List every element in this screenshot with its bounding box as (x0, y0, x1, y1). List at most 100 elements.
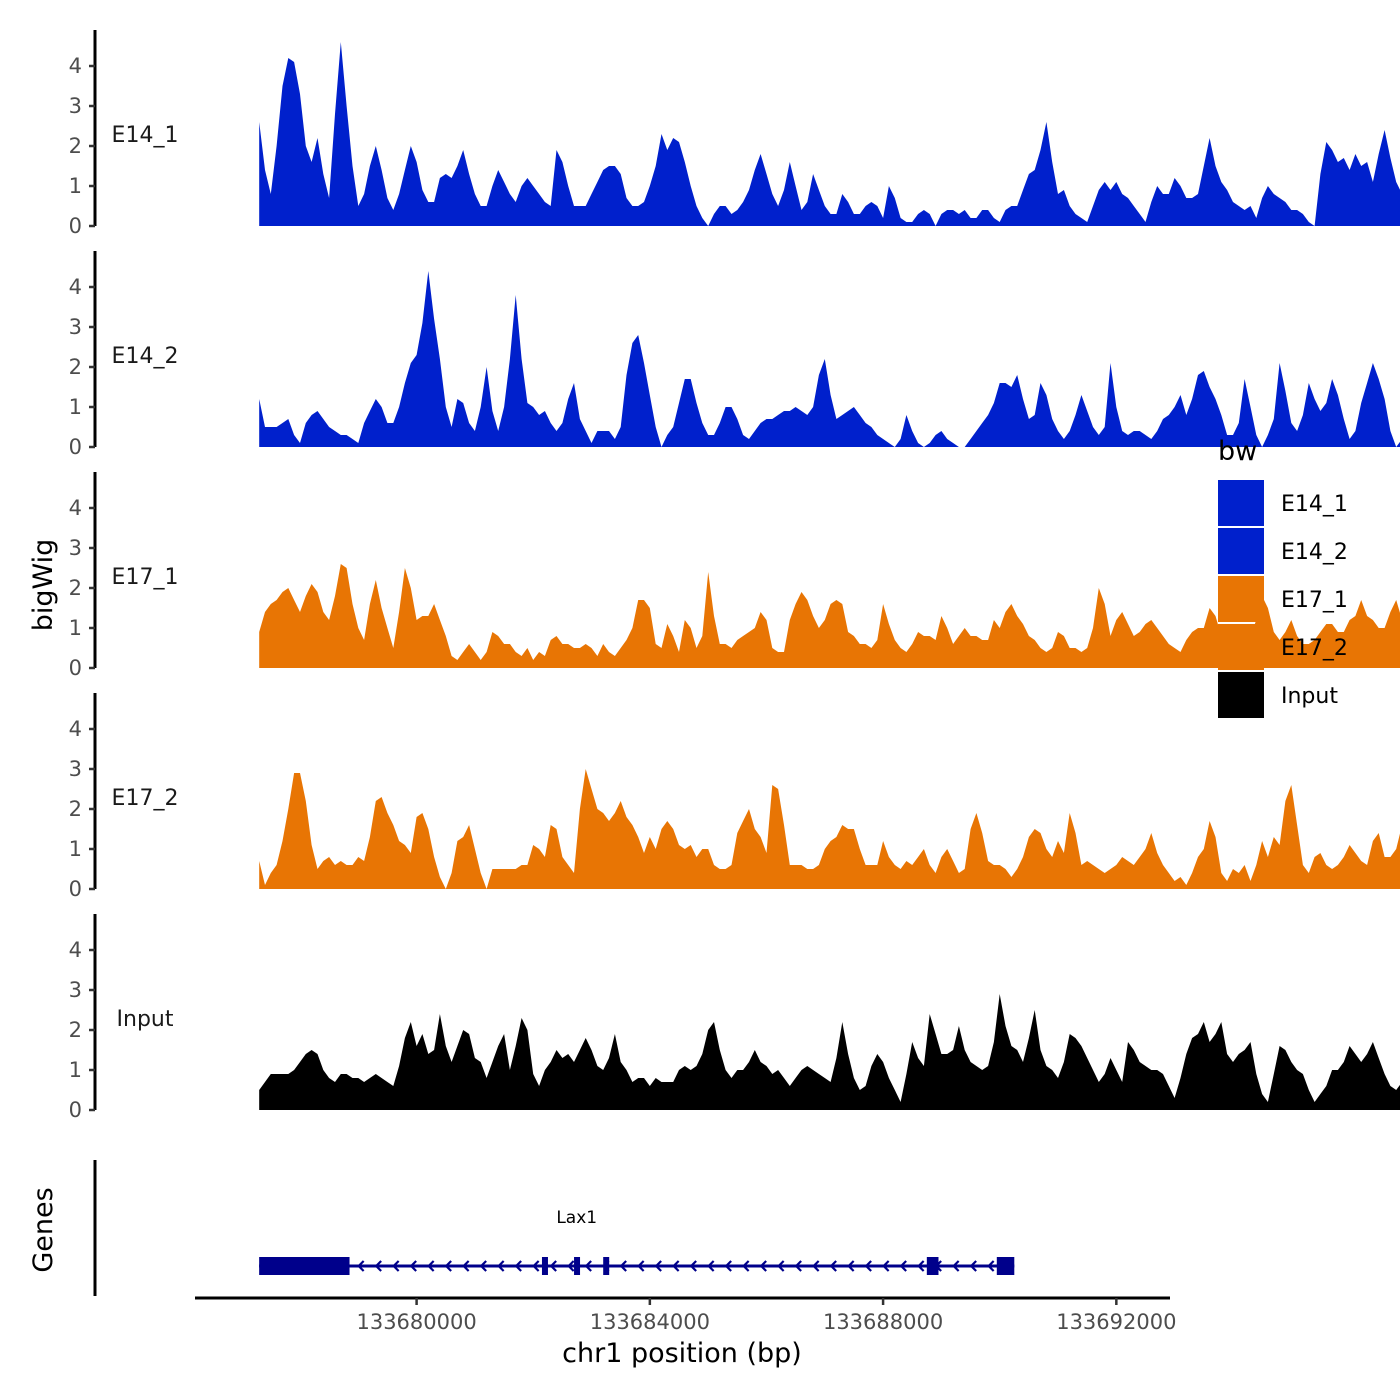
x-tick-label: 133692000 (1056, 1310, 1176, 1334)
strand-arrow (392, 1260, 400, 1272)
track-label: E14_2 (112, 344, 179, 369)
strand-arrow (777, 1260, 785, 1272)
strand-arrow (724, 1260, 732, 1272)
strand-arrow (794, 1260, 802, 1272)
signal-area (259, 564, 1400, 668)
legend-swatch (1218, 576, 1264, 622)
strand-arrow (444, 1260, 452, 1272)
gene-label: Lax1 (556, 1208, 597, 1228)
strand-arrow (759, 1260, 767, 1272)
x-axis: 133680000 133684000 133688000 133692000 (195, 1296, 1176, 1334)
x-tick-label: 133684000 (590, 1310, 710, 1334)
y-tick-label: 0 (69, 1098, 82, 1122)
y-tick-label: 0 (69, 214, 82, 238)
legend-label: Input (1281, 684, 1338, 709)
strand-arrow (812, 1260, 820, 1272)
signal-area (259, 42, 1400, 226)
legend-label: E17_2 (1281, 636, 1348, 661)
y-tick-label: 2 (69, 797, 82, 821)
track-e14-1: 0 1 2 3 4 E14_1 (69, 30, 1400, 238)
strand-arrow (969, 1260, 977, 1272)
strand-arrow (409, 1260, 417, 1272)
y-tick-label: 2 (69, 1018, 82, 1042)
track-label: Input (117, 1007, 174, 1032)
y-tick-label: 1 (69, 616, 82, 640)
y-tick-label: 4 (69, 938, 82, 962)
x-axis-title: chr1 position (bp) (562, 1338, 802, 1369)
track-e17-1: 0 1 2 3 4 E17_1 (69, 472, 1400, 680)
legend-swatch (1218, 528, 1264, 574)
legend-label: E14_2 (1281, 540, 1348, 565)
y-tick-label: 1 (69, 395, 82, 419)
strand-arrow (357, 1260, 365, 1272)
strand-arrow (514, 1260, 522, 1272)
gene-exon (996, 1257, 1015, 1275)
y-tick-label: 3 (69, 536, 82, 560)
gene-exon (541, 1257, 548, 1275)
strand-arrow (637, 1260, 645, 1272)
strand-arrow (917, 1260, 925, 1272)
x-tick-label: 133680000 (356, 1310, 476, 1334)
strand-arrow (584, 1260, 592, 1272)
legend-label: E14_1 (1281, 492, 1348, 517)
y-tick-label: 1 (69, 837, 82, 861)
y-tick-label: 2 (69, 355, 82, 379)
y-tick-label: 0 (69, 656, 82, 680)
strand-arrow (829, 1260, 837, 1272)
x-tick-label: 133688000 (823, 1310, 943, 1334)
gene-exon (926, 1257, 939, 1275)
track-label: E14_1 (112, 123, 179, 148)
strand-arrow (707, 1260, 715, 1272)
track-input: 0 1 2 3 4 Input (69, 914, 1400, 1122)
track-label: E17_1 (112, 565, 179, 590)
strand-arrow (654, 1260, 662, 1272)
y-tick-label: 3 (69, 757, 82, 781)
y-tick-label: 0 (69, 877, 82, 901)
signal-area (259, 994, 1400, 1110)
y-tick-label: 3 (69, 978, 82, 1002)
y-tick-label: 4 (69, 496, 82, 520)
gene-exon (574, 1257, 581, 1275)
strand-arrow (462, 1260, 470, 1272)
y-axis-title: bigWig (28, 539, 59, 632)
y-tick-label: 4 (69, 54, 82, 78)
signal-area (259, 769, 1400, 889)
legend-swatch (1218, 480, 1264, 526)
y-tick-label: 2 (69, 134, 82, 158)
y-tick-label: 0 (69, 435, 82, 459)
strand-arrow (864, 1260, 872, 1272)
strand-arrow (742, 1260, 750, 1272)
y-tick-label: 1 (69, 174, 82, 198)
y-tick-label: 2 (69, 576, 82, 600)
strand-arrow (479, 1260, 487, 1272)
legend-label: E17_1 (1281, 588, 1348, 613)
y-tick-label: 4 (69, 717, 82, 741)
legend: bw E14_1 E14_2 E17_1 E17_2 Input (1218, 436, 1348, 718)
gene-exon (259, 1257, 350, 1275)
gene-track-title: Genes (28, 1187, 59, 1272)
legend-swatch (1218, 624, 1264, 670)
strand-arrow (427, 1260, 435, 1272)
y-tick-label: 3 (69, 94, 82, 118)
strand-arrow (672, 1260, 680, 1272)
strand-arrow (619, 1260, 627, 1272)
strand-arrow (899, 1260, 907, 1272)
legend-swatch (1218, 672, 1264, 718)
strand-arrow (952, 1260, 960, 1272)
strand-arrow (549, 1260, 557, 1272)
strand-arrow (689, 1260, 697, 1272)
bigwig-tracks: 0 1 2 3 4 E14_1 0 1 2 3 4 E14_2 0 1 2 3 4 E17_1 0 1 2 3 4 E17_2… (69, 30, 1400, 1122)
y-tick-label: 4 (69, 275, 82, 299)
track-e14-2: 0 1 2 3 4 E14_2 (69, 251, 1400, 459)
strand-arrow (532, 1260, 540, 1272)
strand-arrow (497, 1260, 505, 1272)
strand-arrow (847, 1260, 855, 1272)
track-label: E17_2 (112, 786, 179, 811)
strand-arrow (567, 1260, 575, 1272)
strand-arrow (374, 1260, 382, 1272)
signal-area (259, 271, 1400, 447)
y-tick-label: 3 (69, 315, 82, 339)
y-tick-label: 1 (69, 1058, 82, 1082)
legend-title: bw (1218, 436, 1257, 467)
